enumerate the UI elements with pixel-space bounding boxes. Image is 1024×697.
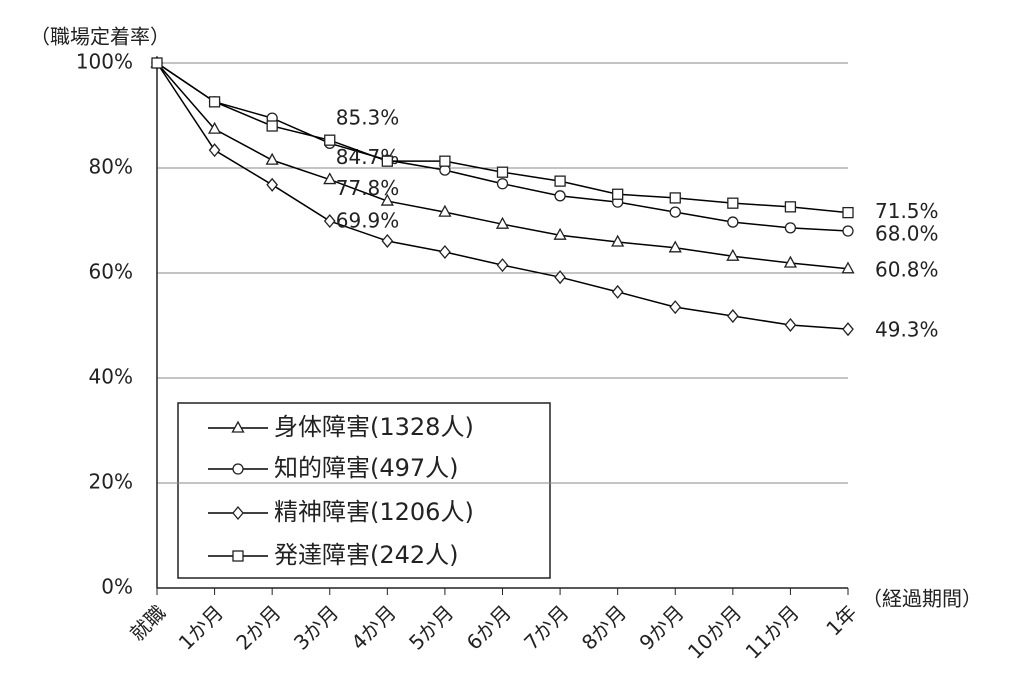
x-tick-label: 6か月 bbox=[462, 600, 516, 654]
legend-marker bbox=[232, 550, 244, 562]
x-axis-label: （経過期間） bbox=[862, 587, 982, 611]
series-line bbox=[156, 62, 849, 232]
y-tick-label: 40% bbox=[89, 365, 133, 389]
data-point bbox=[841, 261, 855, 274]
legend-label: 身体障害(1328人) bbox=[274, 413, 474, 441]
data-point bbox=[324, 134, 336, 146]
legend-marker bbox=[232, 505, 244, 521]
data-point bbox=[669, 192, 681, 204]
data-point bbox=[495, 216, 510, 229]
data-point bbox=[727, 197, 739, 209]
legend-label: 知的障害(497人) bbox=[274, 454, 459, 482]
data-label: 77.8% bbox=[336, 176, 400, 200]
data-point bbox=[208, 143, 221, 158]
data-point bbox=[611, 284, 624, 299]
y-tick-label: 100% bbox=[76, 50, 133, 74]
y-axis-label: （職場定着率） bbox=[30, 25, 170, 49]
data-point bbox=[669, 206, 681, 218]
data-point bbox=[668, 240, 682, 253]
data-point bbox=[669, 300, 682, 315]
data-point bbox=[266, 177, 279, 192]
y-tick-label: 20% bbox=[89, 470, 133, 494]
data-point bbox=[842, 225, 854, 237]
x-tick-label: 1か月 bbox=[174, 600, 228, 654]
data-point bbox=[727, 216, 739, 228]
y-tick-label: 60% bbox=[89, 260, 133, 284]
data-label: 49.3% bbox=[875, 318, 939, 342]
data-point bbox=[784, 201, 797, 213]
x-tick-label: 10か月 bbox=[683, 600, 746, 663]
data-point bbox=[842, 206, 854, 219]
series-line bbox=[156, 62, 849, 330]
data-label: 71.5% bbox=[875, 199, 939, 223]
legend-marker bbox=[231, 420, 245, 433]
y-tick-label: 0% bbox=[101, 575, 133, 599]
data-label: 69.9% bbox=[336, 209, 400, 233]
x-tick-label: 7か月 bbox=[519, 600, 573, 654]
data-point bbox=[554, 175, 566, 187]
legend-marker bbox=[232, 463, 244, 475]
data-point bbox=[439, 244, 451, 260]
data-point bbox=[784, 317, 797, 332]
legend-label: 発達障害(242人) bbox=[274, 541, 459, 569]
data-point bbox=[151, 57, 163, 69]
x-tick-label: 9か月 bbox=[634, 600, 688, 654]
data-point bbox=[266, 120, 278, 132]
series-line bbox=[156, 62, 849, 270]
data-label: 60.8% bbox=[875, 257, 939, 281]
data-point bbox=[208, 96, 221, 108]
data-point bbox=[726, 248, 740, 261]
legend-label: 精神障害(1206人) bbox=[274, 498, 474, 526]
series-line bbox=[156, 62, 849, 214]
data-point bbox=[611, 234, 625, 247]
data-point bbox=[842, 322, 854, 337]
y-tick-label: 80% bbox=[89, 155, 133, 179]
data-point bbox=[783, 255, 798, 268]
data-point bbox=[439, 155, 451, 167]
data-point bbox=[381, 233, 394, 248]
data-point bbox=[496, 258, 509, 273]
x-tick-label: 2か月 bbox=[231, 600, 285, 654]
data-point bbox=[323, 172, 337, 185]
x-tick-label: 3か月 bbox=[289, 600, 343, 654]
data-point bbox=[554, 190, 566, 202]
data-point bbox=[438, 204, 452, 217]
x-tick-label: 11か月 bbox=[741, 600, 804, 663]
data-point bbox=[726, 309, 739, 324]
x-tick-label: 就職 bbox=[125, 600, 170, 645]
data-label: 85.3% bbox=[336, 106, 400, 130]
x-tick-label: 4か月 bbox=[346, 600, 400, 654]
data-point bbox=[496, 166, 509, 178]
data-point bbox=[553, 227, 567, 240]
data-point bbox=[207, 121, 222, 134]
data-point bbox=[784, 222, 797, 234]
x-tick-label: 8か月 bbox=[577, 600, 631, 654]
data-point bbox=[612, 188, 624, 200]
data-point bbox=[323, 214, 336, 229]
x-tick-label: 5か月 bbox=[404, 600, 458, 654]
data-point bbox=[265, 152, 279, 165]
data-point bbox=[496, 178, 509, 190]
data-point bbox=[381, 155, 393, 167]
data-point bbox=[554, 270, 566, 285]
data-point bbox=[380, 193, 394, 206]
x-tick-label: 1年 bbox=[821, 600, 861, 640]
data-label: 68.0% bbox=[875, 222, 939, 246]
